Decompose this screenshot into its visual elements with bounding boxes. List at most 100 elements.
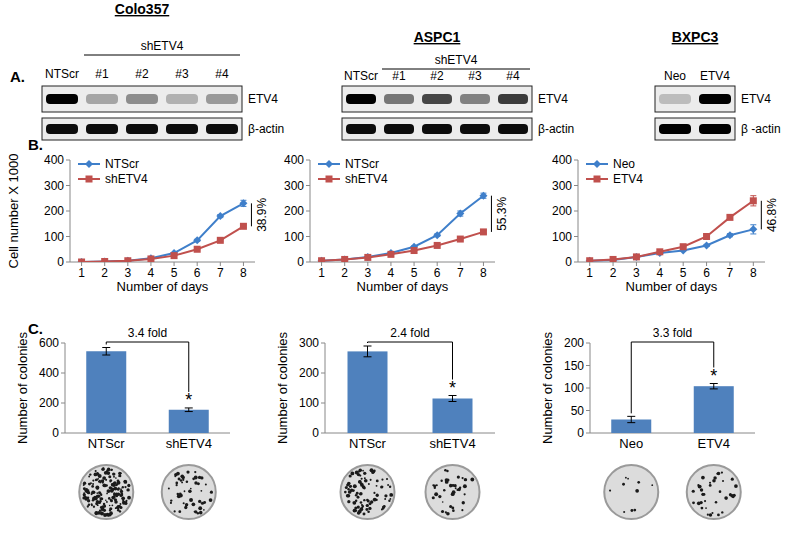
colony-dot: [436, 484, 438, 486]
y-tick-label: 100: [299, 396, 319, 410]
colony-dot: [113, 476, 115, 478]
colony-dot: [87, 505, 89, 507]
x-tick-label: 1: [318, 266, 325, 280]
colony-dot: [382, 505, 385, 508]
colony-dot: [103, 509, 106, 512]
line-chart: 010020030040012345678Number of daysNTScr…: [284, 153, 509, 294]
colony-dot: [94, 497, 98, 501]
annotation: 38.9%: [255, 197, 269, 231]
colony-dot: [97, 504, 99, 506]
colony-dot: [180, 475, 184, 479]
colony-dot: [119, 510, 121, 512]
colony-dot: [88, 483, 91, 486]
colony-dot: [96, 486, 99, 489]
error-cap: [627, 422, 635, 423]
colony-dot: [194, 471, 196, 473]
y-tick: [574, 211, 578, 212]
colony-dot: [178, 510, 181, 513]
y-tick-label: 0: [577, 426, 584, 440]
band: [498, 94, 528, 104]
y-tick-label: 100: [44, 230, 64, 244]
y-tick: [586, 388, 590, 389]
colony-dot: [176, 484, 178, 486]
colony-dot: [360, 507, 364, 511]
row-label: β -actin: [741, 122, 781, 136]
colony-dot: [170, 502, 172, 504]
colony-dot: [635, 489, 639, 493]
colony-dot: [384, 494, 387, 497]
marker: [239, 199, 247, 207]
y-tick-label: 200: [284, 204, 304, 218]
colony-dot: [100, 512, 104, 516]
colony-dot: [364, 477, 366, 479]
colony-dot: [355, 500, 357, 502]
colony-dot: [99, 480, 101, 482]
colony-dot: [376, 479, 379, 482]
colony-dot: [470, 478, 474, 482]
blot-frame: [42, 118, 242, 140]
x-axis: [578, 262, 765, 263]
x-axis-label: Number of days: [357, 279, 449, 294]
colony-dot: [344, 491, 347, 494]
colony-dot: [701, 493, 704, 496]
colony-dot: [112, 504, 114, 506]
colony-dot: [203, 509, 205, 511]
band: [86, 124, 118, 134]
error-stem: [106, 348, 107, 356]
colony-dot: [461, 477, 463, 479]
colony-dot: [734, 484, 738, 488]
colony-dot: [199, 511, 203, 515]
y-tick-label: 300: [284, 179, 304, 193]
colony-dish: [426, 465, 480, 519]
colony-dot: [709, 482, 711, 484]
marker: [411, 247, 418, 254]
colony-dot: [198, 506, 202, 510]
colony-dot: [106, 501, 108, 503]
colony-dot: [722, 480, 724, 482]
colony-dot: [177, 494, 181, 498]
x-tick-label: 5: [171, 266, 178, 280]
lane-label: Neo: [664, 69, 686, 83]
colony-dot: [359, 492, 363, 496]
band: [126, 94, 158, 104]
colony-dish: [79, 465, 133, 519]
band: [384, 124, 414, 134]
marker: [633, 253, 640, 260]
y-tick: [306, 236, 310, 237]
colony-dot: [698, 485, 702, 489]
y-tick-label: 150: [564, 359, 584, 373]
legend: NeoETV4: [586, 157, 643, 186]
colony-dot: [186, 470, 189, 473]
colony-dish: [604, 465, 658, 519]
colony-dot: [113, 495, 116, 498]
colony-dot: [651, 484, 653, 486]
colony-dot: [384, 498, 386, 500]
x-tick-label: 6: [194, 266, 201, 280]
colony-dot: [99, 492, 101, 494]
y-tick: [66, 236, 70, 237]
bar: [694, 386, 734, 433]
colony-dot: [355, 510, 357, 512]
colony-dot: [357, 511, 361, 515]
colony-dot: [92, 480, 94, 482]
x-tick-label: 2: [610, 266, 617, 280]
x-tick-label: Neo: [619, 436, 643, 451]
dish: [341, 465, 395, 519]
marker: [680, 243, 687, 250]
colony-dot: [125, 500, 127, 502]
colony-dot: [380, 485, 383, 488]
band: [206, 94, 238, 104]
blot-title: Colo357: [115, 1, 170, 17]
colony-dot: [707, 514, 709, 516]
panel-label: B.: [28, 136, 43, 153]
colony-dot: [87, 491, 90, 494]
colony-dot: [704, 500, 706, 502]
band: [422, 124, 452, 134]
colony-dot: [459, 486, 461, 488]
legend-label: Neo: [613, 157, 635, 171]
colony-dot: [388, 499, 390, 501]
legend-label: NTScr: [105, 157, 139, 171]
group-label: shETV4: [141, 39, 184, 53]
marker: [433, 231, 441, 239]
colony-dot: [98, 491, 101, 494]
